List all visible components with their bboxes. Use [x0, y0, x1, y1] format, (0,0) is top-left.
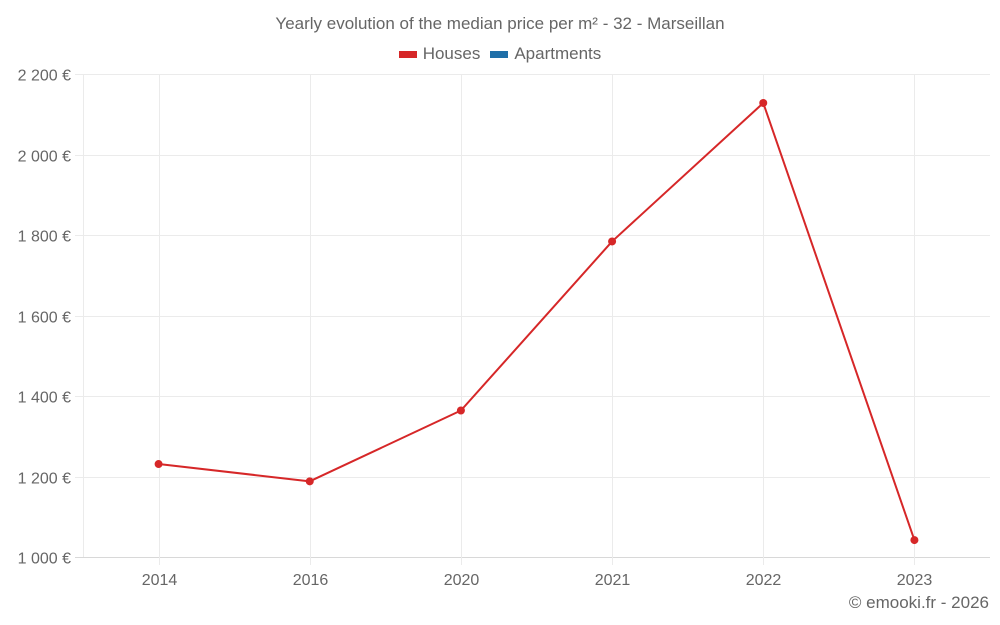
data-point-houses-2016 — [305, 477, 314, 486]
legend-swatch-houses — [398, 50, 417, 58]
legend-label-houses: Houses — [422, 44, 481, 63]
y-tick-label: 1 400 € — [18, 390, 71, 407]
data-point-houses-2022 — [759, 98, 768, 107]
y-tick-label: 1 000 € — [18, 551, 71, 568]
x-tick-label: 2021 — [595, 572, 631, 589]
data-point-houses-2014 — [154, 460, 163, 469]
legend: Houses Apartments — [0, 44, 1000, 64]
data-point-houses-2023 — [910, 536, 919, 545]
legend-swatch-apartments — [490, 50, 509, 58]
x-tick-label: 2014 — [142, 572, 178, 589]
legend-item-apartments[interactable]: Apartments — [490, 44, 601, 64]
x-tick-label: 2022 — [746, 572, 782, 589]
legend-label-apartments: Apartments — [514, 44, 602, 63]
grid — [75, 74, 990, 565]
chart-title: Yearly evolution of the median price per… — [275, 14, 725, 33]
y-tick-label: 1 800 € — [18, 229, 71, 246]
legend-item-houses[interactable]: Houses — [398, 44, 481, 64]
x-tick-label: 2016 — [293, 572, 329, 589]
y-tick-label: 2 000 € — [18, 149, 71, 166]
series — [154, 98, 919, 545]
y-axis: 1 000 € 1 200 € 1 400 € 1 600 € 1 800 € 2 000… — [18, 68, 71, 568]
y-tick-label: 1 200 € — [18, 471, 71, 488]
data-point-houses-2021 — [608, 237, 617, 246]
y-tick-label: 1 600 € — [18, 310, 71, 327]
x-axis: 2014 2016 2020 2021 2022 2023 — [142, 572, 933, 589]
series-line-houses — [158, 101, 916, 541]
x-tick-label: 2020 — [444, 572, 480, 589]
credit-text: © emooki.fr - 2026 — [848, 593, 989, 612]
y-tick-label: 2 200 € — [18, 68, 71, 85]
x-tick-label: 2023 — [897, 572, 933, 589]
data-point-houses-2020 — [456, 406, 465, 415]
